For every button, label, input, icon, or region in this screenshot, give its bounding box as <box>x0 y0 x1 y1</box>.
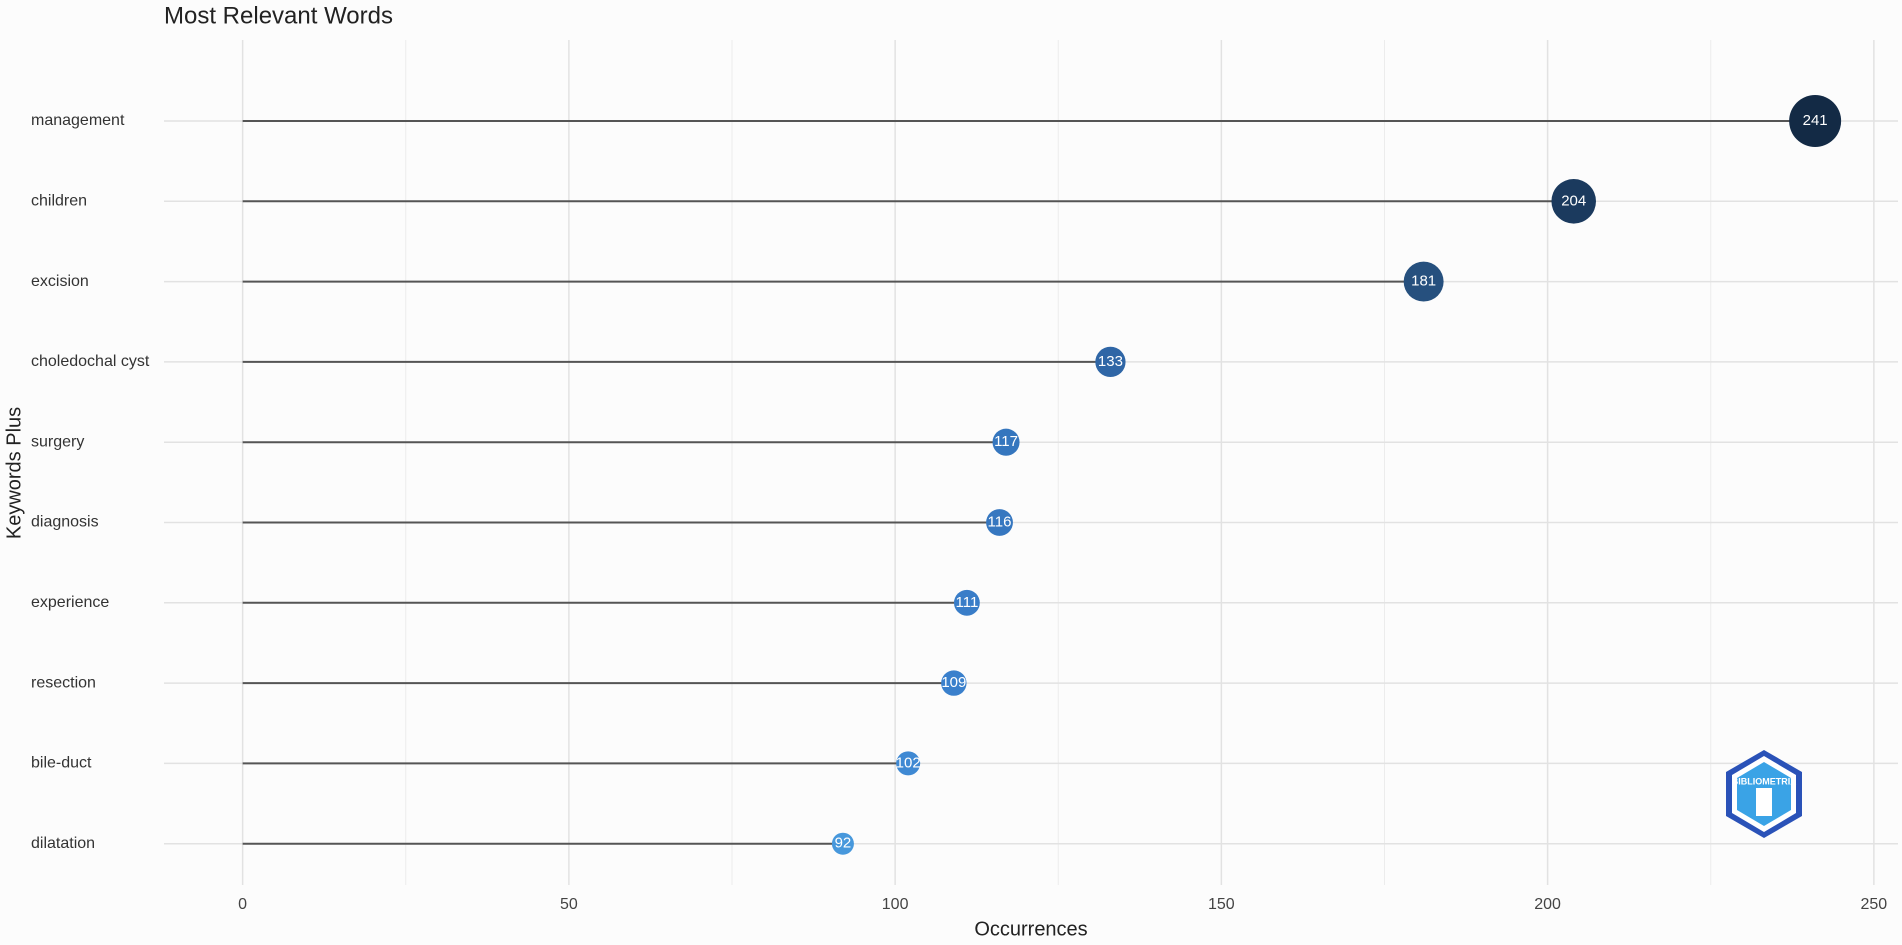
y-axis-title: Keywords Plus <box>3 407 25 539</box>
bubble <box>896 751 921 776</box>
y-tick-label: management <box>31 112 125 129</box>
value-label: 117 <box>994 433 1018 450</box>
x-tick-label: 200 <box>1534 896 1561 913</box>
y-tick-label: bile-duct <box>31 755 92 772</box>
x-tick-label: 250 <box>1861 896 1888 913</box>
x-axis-title: Occurrences <box>974 918 1087 940</box>
bubble <box>941 670 967 696</box>
bubble <box>953 589 980 616</box>
logo-tower <box>1756 788 1772 816</box>
value-label: 241 <box>1803 112 1828 129</box>
bubble <box>1789 95 1842 147</box>
x-tick-label: 100 <box>882 896 909 913</box>
y-tick-label: excision <box>31 273 89 290</box>
bubble <box>831 832 854 855</box>
value-label: 109 <box>941 674 966 691</box>
y-tick-label: surgery <box>31 433 84 450</box>
value-label: 204 <box>1561 192 1586 209</box>
y-tick-label: dilatation <box>31 835 95 852</box>
logo-text: BIBLIOMETRIX <box>1732 776 1797 786</box>
bubble <box>986 509 1013 536</box>
y-tick-label: diagnosis <box>31 514 99 531</box>
y-tick-label: children <box>31 193 87 210</box>
value-label: 111 <box>955 594 978 611</box>
value-label: 133 <box>1098 353 1123 370</box>
x-tick-label: 0 <box>238 896 247 913</box>
bubble <box>1403 261 1444 302</box>
bubble <box>1551 179 1596 224</box>
value-label: 92 <box>835 835 852 852</box>
value-label: 102 <box>896 754 921 771</box>
y-tick-label: experience <box>31 594 109 611</box>
value-label: 181 <box>1411 273 1436 290</box>
bubble <box>1095 346 1126 378</box>
x-tick-label: 150 <box>1208 896 1235 913</box>
chart-title: Most Relevant Words <box>164 2 393 29</box>
logo: BIBLIOMETRIX <box>1726 750 1802 838</box>
value-label: 116 <box>988 513 1012 530</box>
x-tick-label: 50 <box>560 896 578 913</box>
y-tick-label: choledochal cyst <box>31 353 150 370</box>
y-tick-label: resection <box>31 674 96 691</box>
marks: 241 204 181 133 117 116 111 109 102 92 <box>242 95 1842 855</box>
bubble <box>992 428 1020 456</box>
